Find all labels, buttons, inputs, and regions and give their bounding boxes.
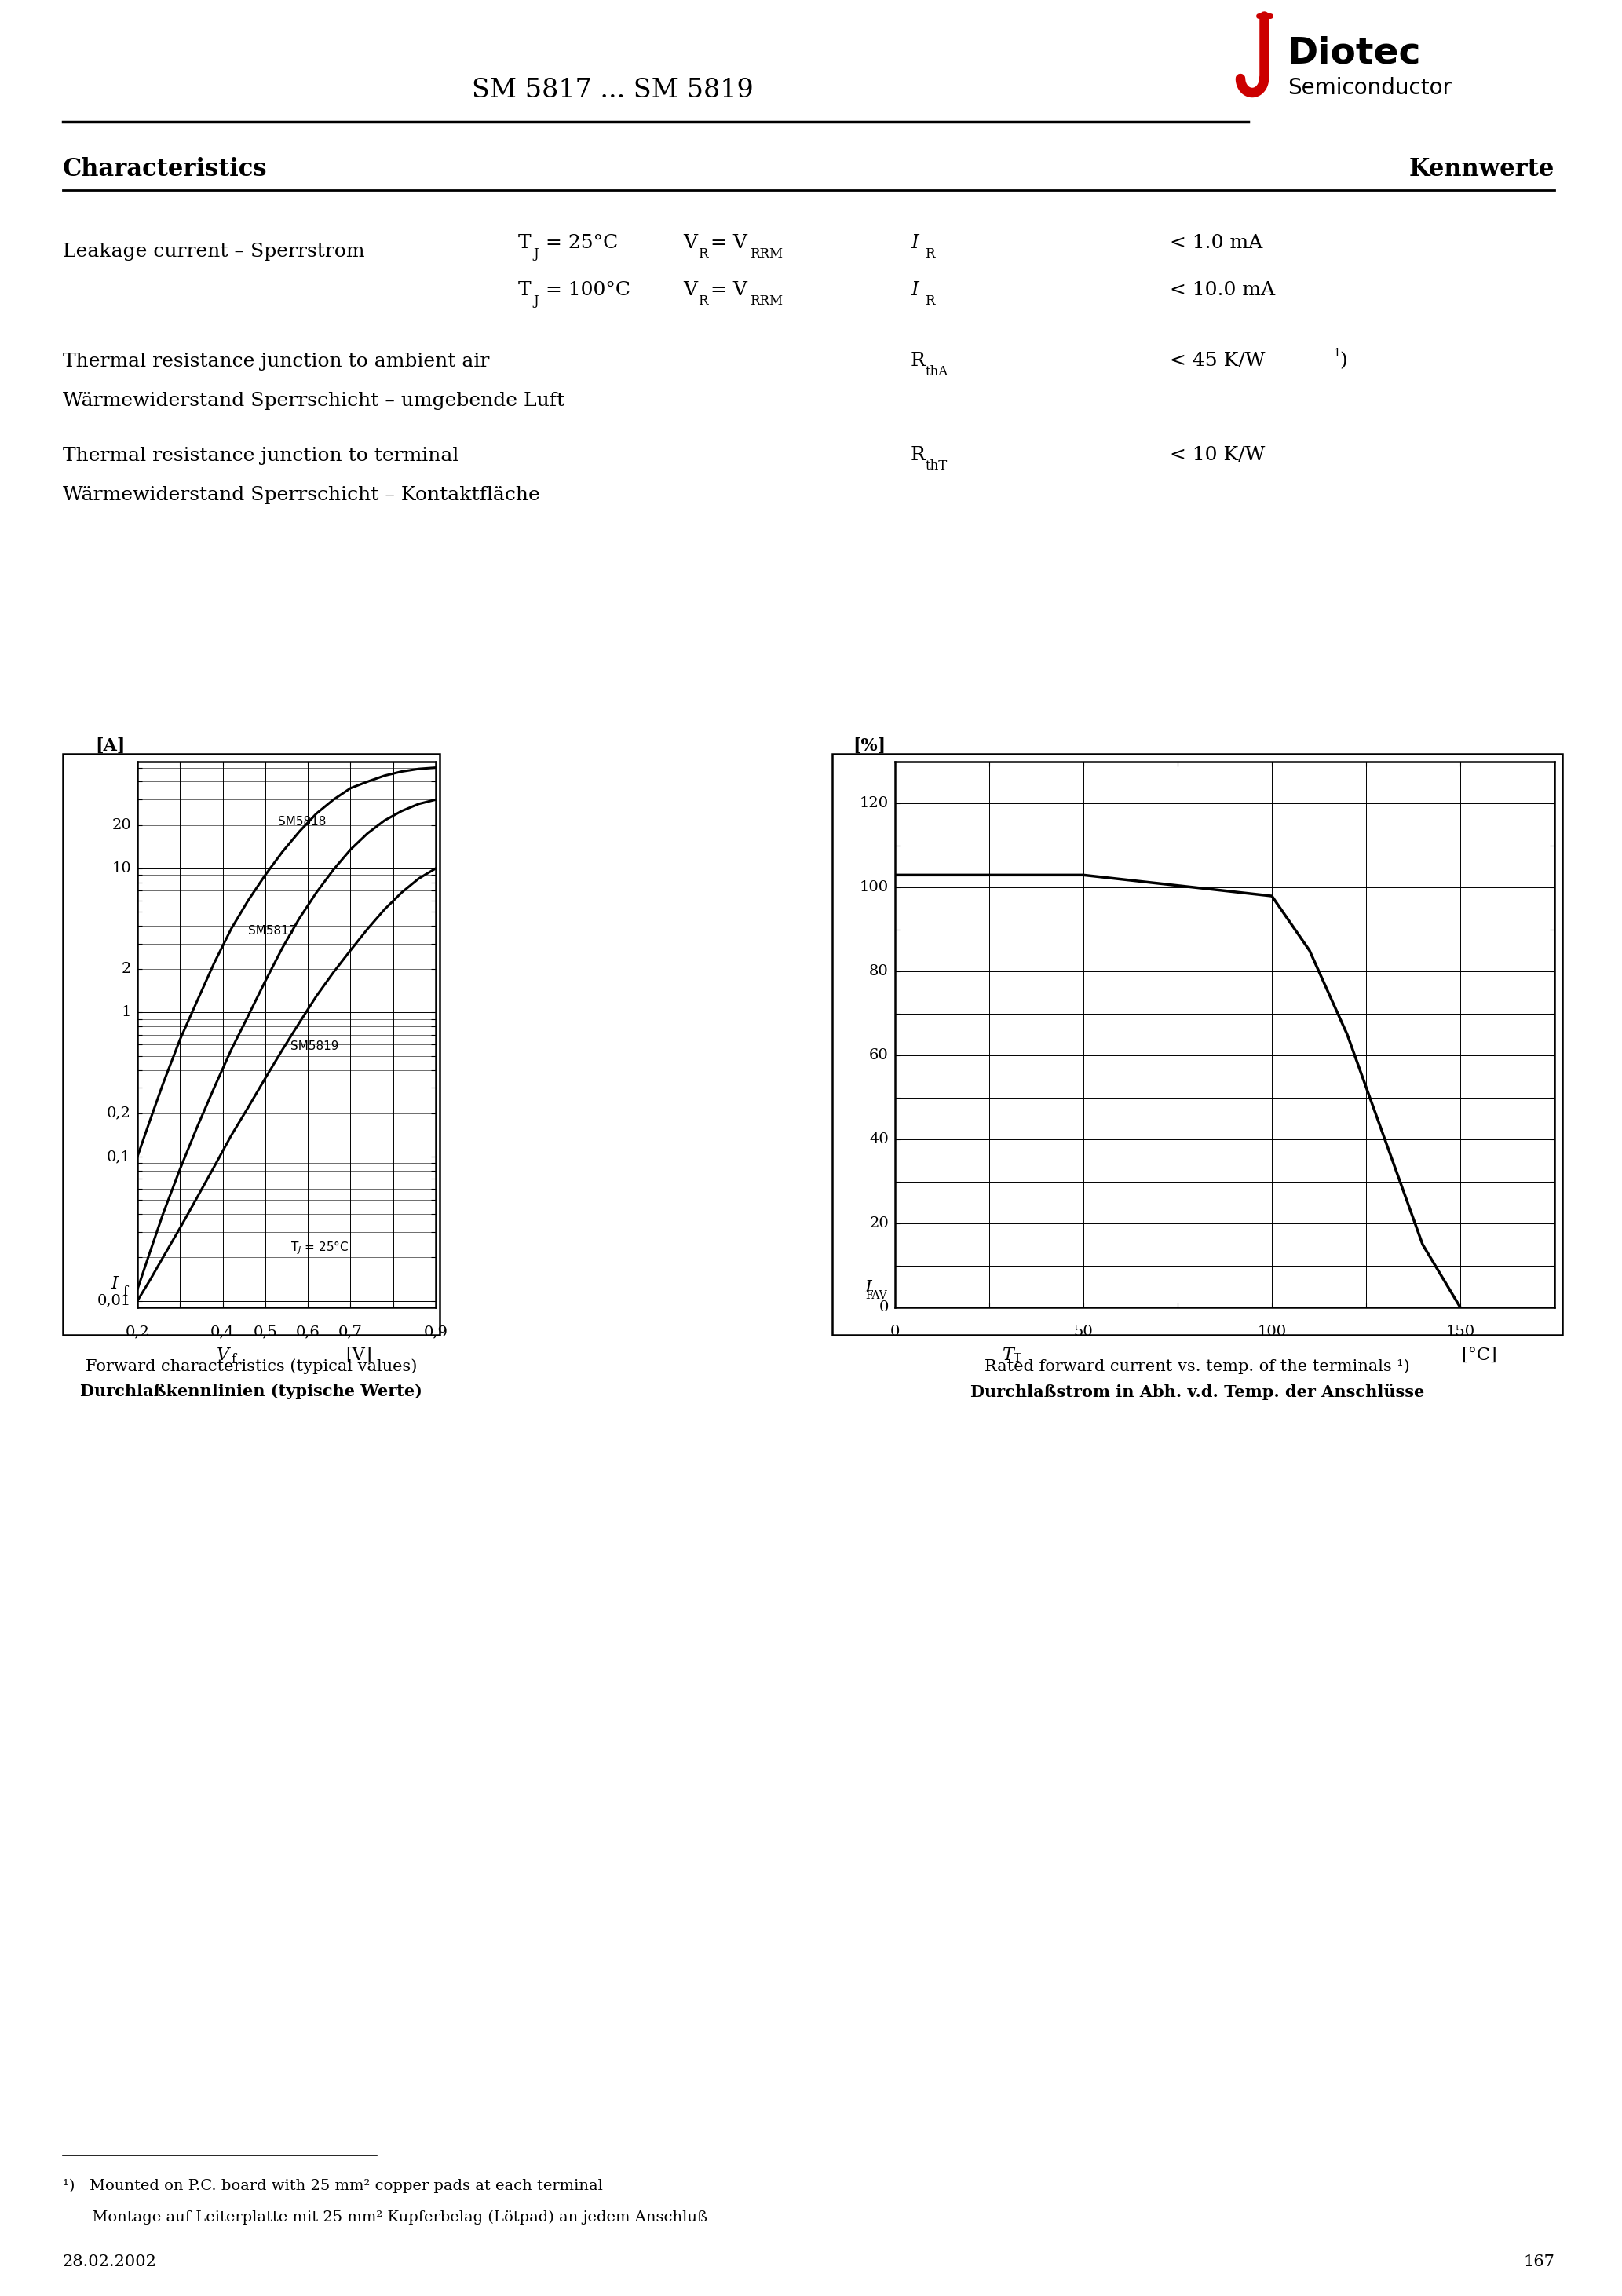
Text: < 45 K/W: < 45 K/W: [1169, 351, 1265, 370]
Text: 100: 100: [1257, 1325, 1286, 1339]
Text: 0,7: 0,7: [339, 1325, 363, 1339]
Text: 50: 50: [1074, 1325, 1093, 1339]
Text: ): ): [1340, 351, 1346, 370]
Text: T: T: [1014, 1352, 1022, 1364]
Text: T$_J$ = 25°C: T$_J$ = 25°C: [290, 1240, 349, 1256]
Text: < 1.0 mA: < 1.0 mA: [1169, 234, 1262, 253]
Text: thA: thA: [926, 365, 949, 379]
Text: 80: 80: [869, 964, 889, 978]
Text: Thermal resistance junction to terminal: Thermal resistance junction to terminal: [63, 445, 459, 464]
Text: RRM: RRM: [749, 294, 783, 308]
Text: = 100°C: = 100°C: [545, 282, 631, 298]
Text: 0,6: 0,6: [295, 1325, 320, 1339]
Text: 10: 10: [112, 861, 131, 875]
Text: = 25°C: = 25°C: [545, 234, 618, 253]
Text: 0,5: 0,5: [253, 1325, 277, 1339]
Text: Leakage current – Sperrstrom: Leakage current – Sperrstrom: [63, 243, 365, 259]
Text: I: I: [910, 282, 918, 298]
Text: Wärmewiderstand Sperrschicht – umgebende Luft: Wärmewiderstand Sperrschicht – umgebende…: [63, 390, 564, 409]
Text: Wärmewiderstand Sperrschicht – Kontaktfläche: Wärmewiderstand Sperrschicht – Kontaktfl…: [63, 487, 540, 503]
Text: 1: 1: [1333, 349, 1340, 358]
Text: [A]: [A]: [96, 737, 125, 755]
Text: 60: 60: [869, 1049, 889, 1063]
Text: 0,4: 0,4: [211, 1325, 235, 1339]
Text: 28.02.2002: 28.02.2002: [63, 2255, 157, 2268]
Text: SM5819: SM5819: [290, 1040, 339, 1052]
Text: f: f: [232, 1352, 237, 1366]
Text: 120: 120: [860, 797, 889, 810]
Text: Forward characteristics (typical values): Forward characteristics (typical values): [86, 1359, 417, 1373]
Text: 1: 1: [122, 1006, 131, 1019]
Text: Characteristics: Characteristics: [63, 156, 268, 181]
Text: R: R: [925, 248, 934, 259]
Text: [V]: [V]: [345, 1348, 371, 1364]
Text: R: R: [910, 445, 926, 464]
Text: 167: 167: [1523, 2255, 1554, 2268]
Text: R: R: [925, 294, 934, 308]
Text: V: V: [683, 234, 697, 253]
Text: SM5817: SM5817: [248, 925, 297, 937]
Text: R: R: [697, 294, 707, 308]
Text: FAV: FAV: [866, 1290, 887, 1302]
Text: J: J: [534, 294, 539, 308]
Text: Durchlaßstrom in Abh. v.d. Temp. der Anschlüsse: Durchlaßstrom in Abh. v.d. Temp. der Ans…: [970, 1384, 1424, 1401]
Text: V: V: [683, 282, 697, 298]
Text: SM 5817 ... SM 5819: SM 5817 ... SM 5819: [472, 78, 753, 103]
Text: < 10.0 mA: < 10.0 mA: [1169, 282, 1275, 298]
Text: 0,2: 0,2: [125, 1325, 149, 1339]
Text: Kennwerte: Kennwerte: [1410, 156, 1554, 181]
Text: f: f: [123, 1286, 128, 1297]
Text: 2: 2: [122, 962, 131, 976]
Text: ¹)   Mounted on P.C. board with 25 mm² copper pads at each terminal: ¹) Mounted on P.C. board with 25 mm² cop…: [63, 2179, 603, 2193]
Text: 150: 150: [1445, 1325, 1474, 1339]
Text: 20: 20: [112, 817, 131, 831]
Text: 20: 20: [869, 1217, 889, 1231]
Text: I: I: [110, 1274, 118, 1293]
Text: [%]: [%]: [853, 737, 886, 755]
Text: SM5818: SM5818: [277, 815, 326, 827]
Text: 0,1: 0,1: [107, 1150, 131, 1164]
Text: Semiconductor: Semiconductor: [1288, 78, 1452, 99]
Text: J: J: [534, 248, 539, 259]
Text: < 10 K/W: < 10 K/W: [1169, 445, 1265, 464]
Text: Durchlaßkennlinien (typische Werte): Durchlaßkennlinien (typische Werte): [79, 1384, 422, 1398]
Text: 0: 0: [879, 1300, 889, 1316]
Text: 0,2: 0,2: [107, 1107, 131, 1120]
Text: 0,01: 0,01: [97, 1293, 131, 1309]
Text: [°C]: [°C]: [1461, 1348, 1497, 1364]
Text: = V: = V: [710, 282, 748, 298]
Text: thT: thT: [926, 459, 947, 473]
Text: T: T: [1002, 1348, 1014, 1364]
Text: 40: 40: [869, 1132, 889, 1146]
Text: R: R: [910, 351, 926, 370]
Text: Thermal resistance junction to ambient air: Thermal resistance junction to ambient a…: [63, 351, 490, 370]
Text: T: T: [517, 234, 532, 253]
Text: I: I: [910, 234, 918, 253]
Text: Rated forward current vs. temp. of the terminals ¹): Rated forward current vs. temp. of the t…: [985, 1359, 1410, 1373]
Text: Diotec: Diotec: [1288, 37, 1421, 71]
Text: R: R: [697, 248, 707, 259]
Text: 0,9: 0,9: [423, 1325, 448, 1339]
Text: V: V: [216, 1348, 229, 1364]
Text: RRM: RRM: [749, 248, 783, 259]
Text: = V: = V: [710, 234, 748, 253]
Text: Montage auf Leiterplatte mit 25 mm² Kupferbelag (Lötpad) an jedem Anschluß: Montage auf Leiterplatte mit 25 mm² Kupf…: [63, 2211, 707, 2225]
Text: 100: 100: [860, 882, 889, 895]
Text: 0: 0: [890, 1325, 900, 1339]
Text: I: I: [865, 1279, 871, 1297]
Text: T: T: [517, 282, 532, 298]
